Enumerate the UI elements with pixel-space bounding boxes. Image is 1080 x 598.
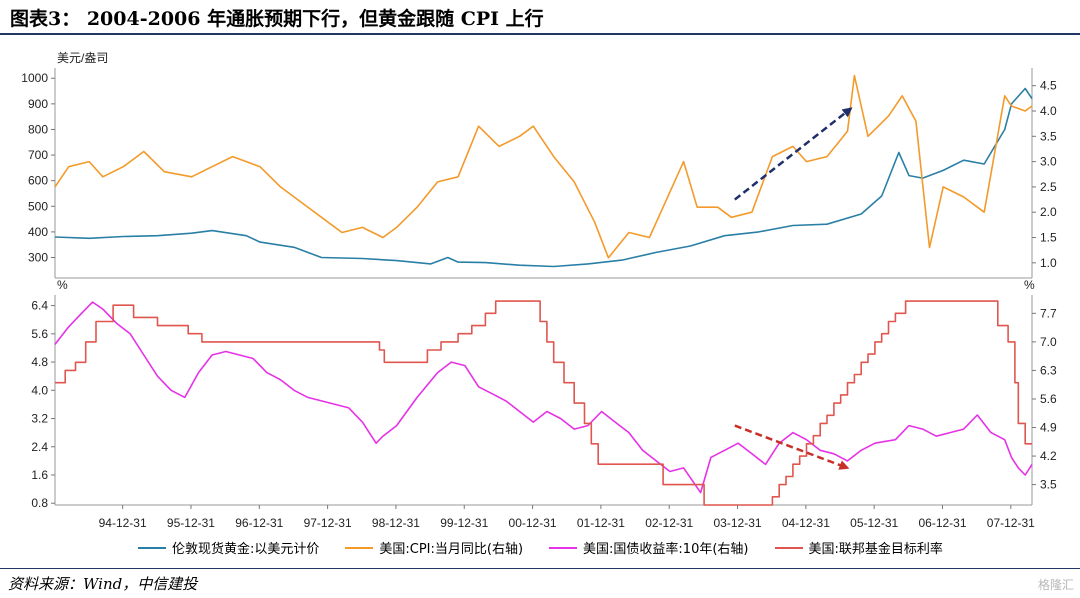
right-tick-label: 6.3: [1040, 363, 1057, 377]
right-tick-label: 7.0: [1040, 335, 1057, 349]
right-tick-label: 3.0: [1040, 155, 1057, 169]
x-tick-label: 96-12-31: [235, 516, 283, 530]
left-tick-label: 5.6: [31, 327, 48, 341]
x-tick-label: 02-12-31: [645, 516, 693, 530]
series-line-0-1: [54, 74, 1033, 259]
left-tick-label: 1000: [21, 71, 48, 85]
right-tick-label: 3.5: [1040, 129, 1057, 143]
right-tick-label: 4.0: [1040, 104, 1057, 118]
left-tick-label: 900: [28, 97, 48, 111]
series-line-1-1: [55, 300, 1032, 506]
legend-swatch-fed: [774, 546, 803, 549]
legend-item-yield: 美国:国债收益率:10年(右轴): [549, 538, 749, 557]
left-tick-label: 4.0: [31, 383, 48, 397]
left-tick-label: 3.2: [31, 412, 48, 426]
x-tick-label: 05-12-31: [850, 516, 898, 530]
legend-label-gold: 伦敦现货黄金:以美元计价: [172, 542, 320, 557]
x-tick-label: 94-12-31: [99, 516, 147, 530]
x-tick-label: 04-12-31: [782, 516, 830, 530]
left-tick-label: 700: [28, 148, 48, 162]
right-tick-label: 2.0: [1040, 205, 1057, 219]
watermark: 格隆汇: [1037, 578, 1074, 592]
legend-item-fed: 美国:联邦基金目标利率: [774, 538, 943, 557]
legend-label-cpi: 美国:CPI:当月同比(右轴): [379, 542, 524, 557]
x-tick-label: 97-12-31: [304, 516, 352, 530]
source-divider: [0, 568, 1080, 569]
x-tick-label: 95-12-31: [167, 516, 215, 530]
right-tick-label: 4.2: [1040, 449, 1057, 463]
right-tick-label: 4.5: [1040, 79, 1057, 93]
right-unit-label: %: [1024, 278, 1035, 292]
chart-title: 图表3： 2004-2006 年通胀预期下行，但黄金跟随 CPI 上行: [10, 8, 544, 30]
left-unit-label: 美元/盎司: [57, 51, 108, 65]
x-tick-label: 03-12-31: [714, 516, 762, 530]
trend-arrow-1: [734, 424, 850, 470]
left-tick-label: 4.8: [31, 355, 48, 369]
legend: 伦敦现货黄金:以美元计价 美国:CPI:当月同比(右轴) 美国:国债收益率:10…: [138, 538, 943, 557]
legend-item-cpi: 美国:CPI:当月同比(右轴): [345, 538, 523, 557]
trend-arrow-0: [734, 107, 853, 201]
chart-area: 美元/盎司 300 400 500 600 700 800 900 1000 1.0 1.5 2.0 2…: [21, 51, 1057, 530]
left-tick-label: 600: [28, 174, 48, 188]
series-line-0-0: [54, 87, 1033, 268]
right-tick-label: 1.0: [1040, 256, 1057, 270]
x-tick-label: 00-12-31: [509, 516, 557, 530]
right-tick-label: 1.5: [1040, 231, 1057, 245]
right-tick-label: 2.5: [1040, 180, 1057, 194]
x-tick-label: 01-12-31: [577, 516, 625, 530]
legend-swatch-cpi: [345, 546, 374, 549]
left-tick-label: 2.4: [31, 440, 48, 454]
right-tick-label: 4.9: [1040, 421, 1057, 435]
left-tick-label: 6.4: [31, 299, 48, 313]
series-line-1-0: [54, 301, 1033, 494]
legend-label-fed: 美国:联邦基金目标利率: [808, 542, 943, 557]
left-tick-label: 800: [28, 122, 48, 136]
source-note: 资料来源：Wind，中信建投: [8, 575, 198, 593]
right-tick-label: 5.6: [1040, 392, 1057, 406]
right-tick-label: 3.5: [1040, 478, 1057, 492]
legend-item-gold: 伦敦现货黄金:以美元计价: [138, 538, 319, 557]
left-unit-label: %: [57, 278, 68, 292]
legend-swatch-gold: [138, 546, 166, 549]
right-tick-label: 7.7: [1040, 306, 1057, 320]
left-tick-label: 400: [28, 225, 48, 239]
left-tick-label: 0.8: [31, 496, 48, 510]
x-tick-label: 99-12-31: [440, 516, 488, 530]
left-tick-label: 300: [28, 251, 48, 265]
x-tick-label: 06-12-31: [918, 516, 966, 530]
left-tick-label: 1.6: [31, 468, 48, 482]
x-tick-label: 98-12-31: [372, 516, 420, 530]
legend-label-yield: 美国:国债收益率:10年(右轴): [583, 542, 749, 557]
title-divider: [0, 33, 1080, 35]
legend-swatch-yield: [549, 546, 578, 549]
x-tick-label: 07-12-31: [987, 516, 1035, 530]
left-tick-label: 500: [28, 199, 48, 213]
